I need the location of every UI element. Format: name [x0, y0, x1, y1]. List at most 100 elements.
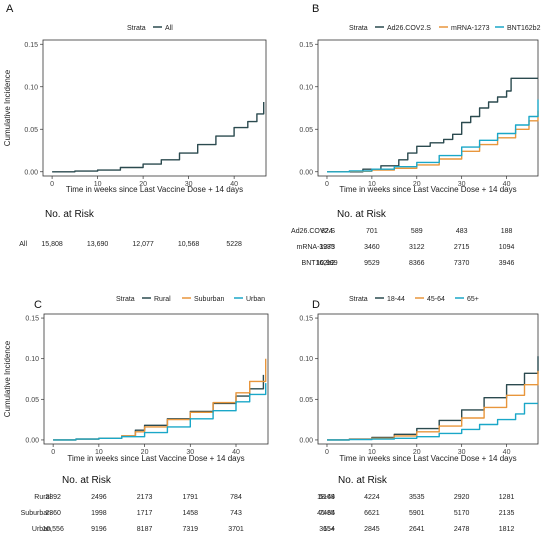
- risk-row-label: All: [19, 241, 27, 248]
- risk-value: 2920: [454, 494, 470, 501]
- risk-row-label: 65+: [323, 526, 335, 533]
- y-tick-label: 0.00: [25, 437, 39, 444]
- risk-value: 589: [411, 228, 423, 235]
- legend-label-2: Urban: [246, 296, 265, 303]
- risk-row-label: BNT162b2: [302, 260, 336, 267]
- panel-letter: C: [34, 299, 42, 311]
- risk-value: 7370: [454, 260, 470, 267]
- series-line-rural: [53, 374, 265, 441]
- risk-value: 1998: [91, 510, 107, 517]
- risk-value: 3154: [319, 526, 335, 533]
- x-axis-label: Time in weeks since Last Vaccine Dose + …: [67, 454, 244, 463]
- risk-table-title: No. at Risk: [45, 209, 95, 220]
- legend-label-0: Rural: [154, 296, 171, 303]
- risk-value: 12,077: [132, 241, 154, 248]
- legend-label-0: All: [165, 25, 173, 32]
- x-axis-label: Time in weeks since Last Vaccine Dose + …: [339, 185, 516, 194]
- risk-value: 2641: [409, 526, 425, 533]
- risk-value: 2715: [454, 244, 470, 251]
- risk-value: 3460: [364, 244, 380, 251]
- x-tick-label: 10: [368, 449, 376, 456]
- risk-value: 9196: [91, 526, 107, 533]
- legend-label-2: BNT162b2: [507, 25, 541, 32]
- panel-letter: D: [312, 299, 320, 311]
- risk-value: 188: [501, 228, 513, 235]
- risk-value: 2173: [137, 494, 153, 501]
- plot-frame: [317, 39, 539, 177]
- risk-value: 824: [321, 228, 333, 235]
- risk-value: 1812: [499, 526, 515, 533]
- legend-title: Strata: [127, 25, 146, 32]
- risk-value: 9529: [364, 260, 380, 267]
- risk-value: 3535: [409, 494, 425, 501]
- risk-value: 5169: [319, 494, 335, 501]
- risk-value: 2496: [91, 494, 107, 501]
- risk-value: 3985: [319, 244, 335, 251]
- series-line-bnt162b2: [327, 99, 539, 173]
- series-line-suburban: [53, 358, 267, 441]
- legend: Strata Ad26.COV2.S mRNA-1273 BNT162b2: [349, 25, 541, 32]
- risk-value: 4224: [364, 494, 380, 501]
- y-tick-label: 0.10: [299, 356, 313, 363]
- risk-value: 2478: [454, 526, 470, 533]
- y-tick-label: 0.10: [24, 84, 38, 91]
- risk-table-title: No. at Risk: [338, 475, 388, 486]
- x-tick-label: 0: [325, 181, 329, 188]
- plot-frame: [317, 313, 539, 445]
- y-tick-label: 0.05: [25, 397, 39, 404]
- risk-row-label: 18-44: [317, 494, 335, 501]
- risk-value: 13,690: [87, 241, 109, 248]
- risk-value: 784: [230, 494, 242, 501]
- risk-table: No. at Risk All 15,808 13,690 12,077 10,568 52…: [19, 209, 242, 248]
- x-tick-label: 30: [185, 181, 193, 188]
- risk-value: 1717: [137, 510, 153, 517]
- x-tick-label: 30: [186, 449, 194, 456]
- x-tick-label: 10: [368, 181, 376, 188]
- y-tick-label: 0.15: [299, 316, 313, 323]
- legend-label-2: 65+: [467, 296, 479, 303]
- legend-title: Strata: [116, 296, 135, 303]
- risk-value: 1458: [182, 510, 198, 517]
- risk-value: 7319: [182, 526, 198, 533]
- panel-letter: B: [312, 3, 319, 15]
- risk-row-label: Rural: [34, 494, 51, 501]
- y-tick-label: 0.15: [25, 316, 39, 323]
- y-tick-label: 0.05: [24, 127, 38, 134]
- risk-row-label: mRNA-1273: [296, 244, 335, 251]
- x-axis-label: Time in weeks since Last Vaccine Dose + …: [339, 454, 516, 463]
- panel-d: D Strata 18-44 45-64 65+ 0.00 0.05 0.10 0.15 0 10 2…: [299, 296, 539, 533]
- y-tick-label: 0.15: [24, 42, 38, 49]
- risk-value: 1281: [499, 494, 515, 501]
- plot-frame: [43, 313, 269, 445]
- x-tick-label: 40: [232, 449, 240, 456]
- risk-value: 3946: [499, 260, 515, 267]
- legend-label-0: 18-44: [387, 296, 405, 303]
- legend-label-1: Suburban: [194, 296, 224, 303]
- legend: Strata 18-44 45-64 65+: [349, 296, 479, 303]
- x-tick-label: 0: [50, 181, 54, 188]
- risk-row-label: Ad26.COV2.S: [291, 228, 335, 235]
- panel-a: A Strata All 0.00 0.05 0.10 0.15 0 10 20 30 40Time …: [3, 3, 267, 248]
- risk-value: 701: [366, 228, 378, 235]
- x-tick-label: 10: [95, 449, 103, 456]
- risk-value: 743: [230, 510, 242, 517]
- legend-label-0: Ad26.COV2.S: [387, 25, 431, 32]
- y-tick-label: 0.10: [299, 84, 313, 91]
- x-tick-label: 20: [139, 181, 147, 188]
- x-tick-label: 0: [51, 449, 55, 456]
- legend-label-1: mRNA-1273: [451, 25, 490, 32]
- risk-value: 1791: [182, 494, 198, 501]
- x-tick-label: 30: [458, 449, 466, 456]
- risk-value: 5170: [454, 510, 470, 517]
- plot-frame: [42, 39, 267, 177]
- x-axis-label: Time in weeks since Last Vaccine Dose + …: [66, 185, 243, 194]
- risk-value: 7485: [319, 510, 335, 517]
- x-tick-label: 40: [503, 181, 511, 188]
- legend-title: Strata: [349, 296, 368, 303]
- legend: Strata Rural Suburban Urban: [116, 296, 265, 303]
- y-axis-label: Cumulative Incidence: [3, 340, 12, 417]
- risk-value: 483: [456, 228, 468, 235]
- x-tick-label: 20: [141, 449, 149, 456]
